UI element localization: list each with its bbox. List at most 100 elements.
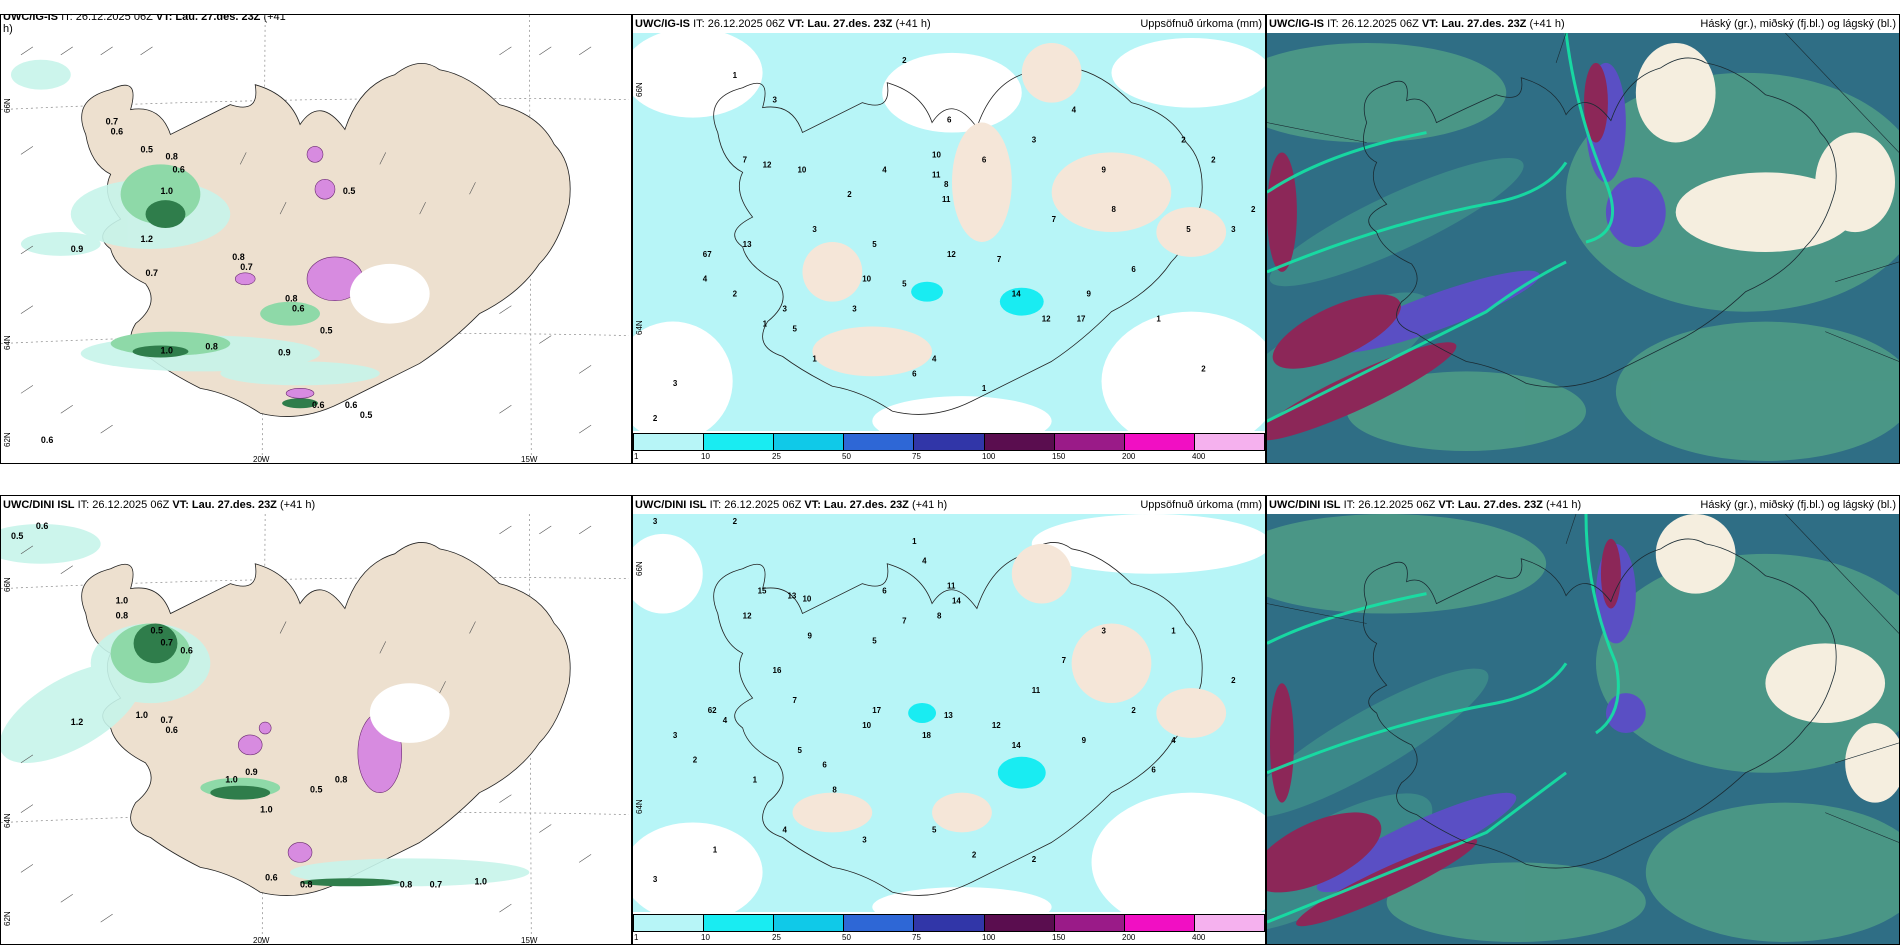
map-label: 6: [912, 369, 917, 378]
map-label: 0.5: [141, 144, 153, 154]
map-label: 5: [792, 325, 797, 334]
map-label: 5: [797, 746, 802, 755]
lat-label: 64N: [635, 320, 644, 335]
map-label: 0.6: [345, 400, 357, 410]
map-label: 1: [1156, 315, 1161, 324]
colorbar-swatch: [844, 915, 915, 931]
lon-label: 20W: [253, 936, 270, 945]
map-label: 12: [992, 721, 1001, 730]
map-label: 2: [1181, 135, 1186, 144]
lat-label: 64N: [635, 799, 644, 814]
map-label: 1.0: [260, 805, 272, 815]
map-label: 10: [862, 721, 871, 730]
map-label: 2: [733, 290, 738, 299]
map-label: 0.6: [165, 725, 177, 735]
panel-precip-type-dini: UWC/DINI ISL IT: 26.12.2025 06Z VT: Lau.…: [0, 495, 632, 945]
map-label: 3: [862, 835, 867, 844]
map-cloud-cover: [1267, 33, 1899, 463]
map-label: 62: [708, 706, 717, 715]
map-label: 12: [763, 160, 772, 169]
colorbar: 1 10 25 50 75 100 150 200 400: [633, 433, 1265, 463]
lat-label: 62N: [3, 911, 12, 926]
panel-title: UWC/IG-IS IT: 26.12.2025 06Z VT: Lau. 27…: [1269, 18, 1565, 30]
map-label: 8: [937, 611, 942, 620]
map-label: 4: [783, 825, 788, 834]
map-cloud-cover: [1267, 514, 1899, 944]
colorbar-swatch: [844, 434, 915, 450]
colorbar-swatch: [704, 434, 775, 450]
map-label: 2: [1251, 205, 1256, 214]
map-label: 6: [982, 155, 987, 164]
map-label: 2: [1231, 676, 1236, 685]
map-label: 7: [902, 616, 907, 625]
map-label: 1.2: [71, 717, 83, 727]
map-label: 15: [758, 587, 767, 596]
panel-clouds-igis: UWC/IG-IS IT: 26.12.2025 06Z VT: Lau. 27…: [1266, 14, 1900, 464]
map-label: 0.7: [106, 117, 118, 127]
map-label: 0.5: [343, 186, 355, 196]
map-label: 6: [882, 587, 887, 596]
lat-label: 66N: [3, 98, 12, 113]
colorbar-swatch: [1124, 915, 1195, 931]
map-label: 3: [773, 96, 778, 105]
colorbar-tick: 1: [634, 452, 639, 461]
map-label: 0.5: [310, 785, 322, 795]
lat-label: 62N: [3, 432, 12, 447]
map-label: 16: [773, 666, 782, 675]
lat-label: 64N: [3, 335, 12, 350]
colorbar-tick: 150: [1052, 933, 1066, 942]
map-accumulated-precip: 2 1 3 12 10 7 6 10 11 8 4 2 3 5 13 67 11…: [633, 33, 1265, 431]
map-label: 4: [922, 557, 927, 566]
colorbar-swatch: [914, 915, 985, 931]
map-label: 3: [1231, 225, 1236, 234]
colorbar-tick: 1: [634, 933, 639, 942]
map-label: 1: [912, 537, 917, 546]
map-label: 2: [972, 850, 977, 859]
colorbar-tick: 75: [912, 452, 921, 461]
map-label: 1: [733, 71, 738, 80]
colorbar-boxes: [633, 914, 1265, 932]
colorbar-tick: 25: [772, 933, 781, 942]
map-label: 11: [1032, 686, 1041, 695]
map-label: 0.6: [111, 126, 123, 136]
map-label: 3: [673, 731, 678, 740]
map-label: 10: [862, 275, 871, 284]
map-label: 0.8: [165, 151, 177, 161]
map-label: 0.6: [41, 435, 53, 445]
map-label: 7: [792, 696, 797, 705]
map-label: 0.8: [232, 252, 244, 262]
map-precip-type: 0.5 0.6 1.0 0.8 0.5 0.7 0.6 1.2 0.7 1.0 …: [1, 514, 631, 944]
lat-label: 66N: [635, 561, 644, 576]
map-label: 0.7: [240, 262, 252, 272]
map-label: 3: [1032, 135, 1037, 144]
map-label: 0.5: [320, 326, 332, 336]
map-label: 6: [1151, 766, 1156, 775]
map-label: 1: [1171, 626, 1176, 635]
colorbar-tick: 10: [701, 452, 710, 461]
colorbar-swatch: [774, 915, 845, 931]
map-label: 12: [743, 611, 752, 620]
map-label: 1: [982, 384, 987, 393]
map-label: 3: [673, 379, 678, 388]
map-label: 11: [947, 582, 956, 591]
panel-clouds-dini: UWC/DINI ISL IT: 26.12.2025 06Z VT: Lau.…: [1266, 495, 1900, 945]
map-label: 1.0: [116, 596, 128, 606]
map-label: 0.6: [36, 521, 48, 531]
map-label: 0.5: [11, 531, 23, 541]
colorbar-swatch: [914, 434, 985, 450]
map-label: 0.7: [160, 715, 172, 725]
map-label: 2: [1211, 155, 1216, 164]
colorbar-tick: 10: [701, 933, 710, 942]
colorbar-swatch: [634, 915, 705, 931]
map-label: 0.7: [430, 879, 442, 889]
map-label: 1: [753, 776, 758, 785]
colorbar-swatch: [1124, 434, 1195, 450]
map-label: 0.6: [180, 645, 192, 655]
map-label: 2: [1201, 364, 1206, 373]
map-label: 7: [997, 255, 1002, 264]
panel-subtitle: Uppsöfnuð úrkoma (mm): [1140, 499, 1262, 511]
map-label: 1.0: [136, 710, 148, 720]
panel-title: UWC/DINI ISL IT: 26.12.2025 06Z VT: Lau.…: [1269, 499, 1582, 511]
colorbar-tick: 400: [1192, 452, 1206, 461]
panel-subtitle: Uppsöfnuð úrkoma (mm): [1140, 18, 1262, 30]
